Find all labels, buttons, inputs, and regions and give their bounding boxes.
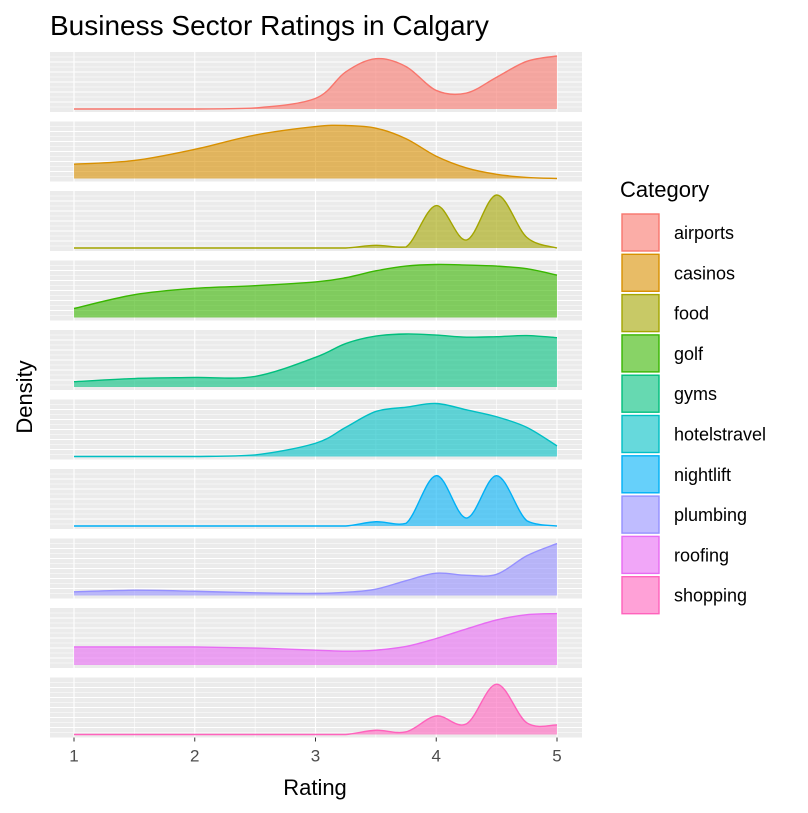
density-line-gyms bbox=[73, 333, 558, 383]
density-area-shopping bbox=[74, 684, 557, 735]
density-area-plumbing bbox=[74, 543, 557, 596]
legend-label: plumbing bbox=[674, 505, 747, 525]
legend-item-golf: golf bbox=[621, 334, 704, 373]
density-line-shopping bbox=[73, 683, 558, 736]
legend-label: roofing bbox=[674, 545, 729, 565]
legend-item-casinos: casinos bbox=[621, 253, 735, 293]
legend-label: golf bbox=[674, 344, 704, 364]
density-area-airports bbox=[74, 56, 557, 109]
legend-item-gyms: gyms bbox=[621, 374, 717, 413]
density-area-golf bbox=[74, 264, 557, 318]
panel-nightlift bbox=[50, 469, 582, 529]
legend-label: airports bbox=[674, 223, 734, 243]
density-area-nightlift bbox=[74, 475, 557, 526]
panel-roofing bbox=[50, 608, 582, 668]
legend-item-shopping: shopping bbox=[621, 576, 747, 615]
legend-swatch bbox=[621, 213, 660, 252]
density-line-casinos bbox=[73, 124, 558, 180]
panel-gyms bbox=[50, 330, 582, 390]
legend-label: gyms bbox=[674, 384, 717, 404]
density-area-food bbox=[74, 194, 557, 248]
legend-swatch bbox=[621, 535, 660, 575]
x-axis-title: Rating bbox=[283, 775, 347, 800]
density-area-gyms bbox=[74, 333, 557, 387]
legend-swatch bbox=[621, 495, 660, 534]
x-tick-label: 1 bbox=[69, 747, 78, 766]
x-tick-label: 2 bbox=[190, 747, 199, 766]
facet-panels bbox=[50, 52, 582, 738]
density-line-plumbing bbox=[73, 542, 558, 595]
legend-label: hotelstravel bbox=[674, 425, 766, 445]
panel-casinos bbox=[50, 121, 582, 182]
legend-title: Category bbox=[620, 177, 709, 202]
density-line-hotelstravel bbox=[74, 402, 558, 458]
x-tick-label: 5 bbox=[552, 747, 561, 766]
y-axis-title: Density bbox=[12, 360, 37, 433]
legend-swatch bbox=[621, 374, 660, 413]
density-line-food bbox=[74, 194, 558, 249]
legend-item-nightlift: nightlift bbox=[621, 455, 731, 494]
legend-label: casinos bbox=[674, 263, 735, 283]
panel-shopping bbox=[50, 677, 582, 738]
legend-swatch bbox=[621, 253, 660, 293]
density-area-casinos bbox=[74, 125, 557, 179]
legend-item-airports: airports bbox=[621, 213, 734, 252]
legend-label: shopping bbox=[674, 586, 747, 606]
legend-item-food: food bbox=[621, 293, 709, 333]
legend: Category airports casinos food golf gyms hote… bbox=[620, 177, 766, 615]
panel-plumbing bbox=[50, 538, 582, 599]
legend-swatch bbox=[621, 293, 660, 333]
legend-label: food bbox=[674, 304, 709, 324]
legend-item-plumbing: plumbing bbox=[621, 495, 747, 534]
panel-golf bbox=[50, 260, 582, 321]
density-line-roofing bbox=[74, 612, 558, 652]
x-tick-label: 4 bbox=[432, 747, 441, 766]
density-line-nightlift bbox=[74, 474, 558, 527]
legend-swatch bbox=[621, 576, 660, 615]
density-area-hotelstravel bbox=[74, 403, 557, 457]
x-tick-label: 3 bbox=[311, 747, 320, 766]
chart-title: Business Sector Ratings in Calgary bbox=[50, 10, 489, 41]
legend-swatch bbox=[621, 455, 660, 494]
panel-food bbox=[50, 191, 582, 251]
legend-item-hotelstravel: hotelstravel bbox=[621, 414, 766, 454]
density-line-golf bbox=[73, 263, 558, 310]
density-line-airports bbox=[74, 55, 558, 110]
panel-hotelstravel bbox=[50, 399, 582, 460]
legend-swatch bbox=[621, 414, 660, 454]
legend-item-roofing: roofing bbox=[621, 535, 729, 575]
x-axis: 1 2 3 4 5 bbox=[69, 737, 562, 766]
legend-swatch bbox=[621, 334, 660, 373]
panel-airports bbox=[50, 52, 582, 112]
density-area-roofing bbox=[74, 613, 557, 665]
legend-label: nightlift bbox=[674, 465, 731, 485]
